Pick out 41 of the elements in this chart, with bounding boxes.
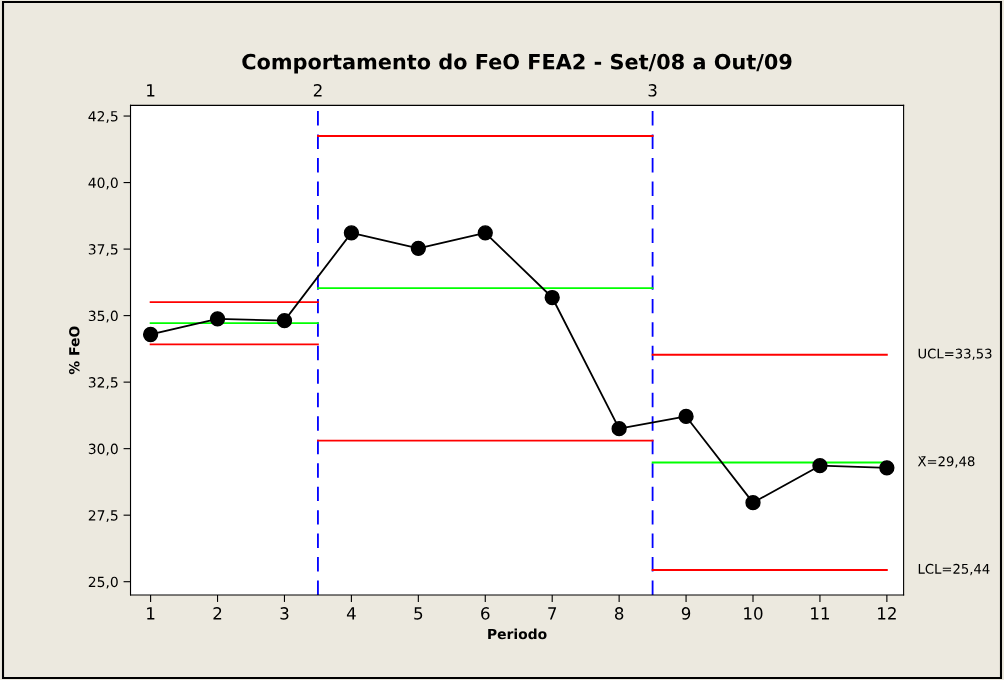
x-tick-label: 2: [213, 607, 222, 620]
y-tick-label: 25,0: [88, 576, 118, 589]
point: [142, 326, 159, 343]
y-tick-label: 32,5: [88, 377, 118, 390]
y-tick-label: 27,5: [88, 510, 118, 523]
y-tick-label: 37,5: [88, 244, 118, 256]
x-tick-label: 5: [414, 607, 423, 620]
x-tick-label: 10: [744, 607, 763, 620]
x-tick-label: 8: [614, 607, 624, 620]
point: [678, 408, 694, 425]
text: 1: [147, 84, 155, 97]
y-tick-label: 35,0: [88, 310, 118, 323]
point: [477, 225, 493, 241]
x-tick-label: 6: [481, 607, 490, 620]
point: [812, 458, 828, 474]
x-axis-title: Periodo: [488, 628, 547, 640]
point: [879, 460, 895, 476]
x-tick-label: 1: [147, 607, 155, 620]
point: [745, 495, 761, 511]
point: [410, 240, 426, 256]
point: [544, 289, 560, 306]
x-tick-label: 7: [548, 607, 557, 620]
x-tick-label: 11: [811, 607, 829, 620]
x-tick-label: 12: [878, 607, 896, 620]
annotation: 2: [313, 84, 322, 97]
point: [611, 421, 627, 437]
annotation: X̄=29,48: [917, 456, 975, 468]
y-tick-label: 30,0: [88, 443, 118, 456]
x-tick-label: 9: [681, 607, 691, 620]
annotation: LCL=25,44: [918, 563, 990, 576]
y-tick-label: 40,0: [88, 177, 118, 190]
annotation: 3: [648, 84, 657, 97]
annotation: UCL=33,53: [918, 348, 992, 360]
point: [276, 313, 293, 329]
point: [343, 225, 360, 241]
y-tick-label: 42,5: [88, 111, 118, 123]
x-tick-label: 4: [346, 607, 356, 620]
chart-title: Comportamento do FeO FEA2 - Set/08 a Out/09: [242, 53, 792, 74]
point: [209, 311, 226, 327]
y-axis-title: % FeO: [69, 326, 80, 375]
x-tick-label: 3: [280, 607, 289, 620]
